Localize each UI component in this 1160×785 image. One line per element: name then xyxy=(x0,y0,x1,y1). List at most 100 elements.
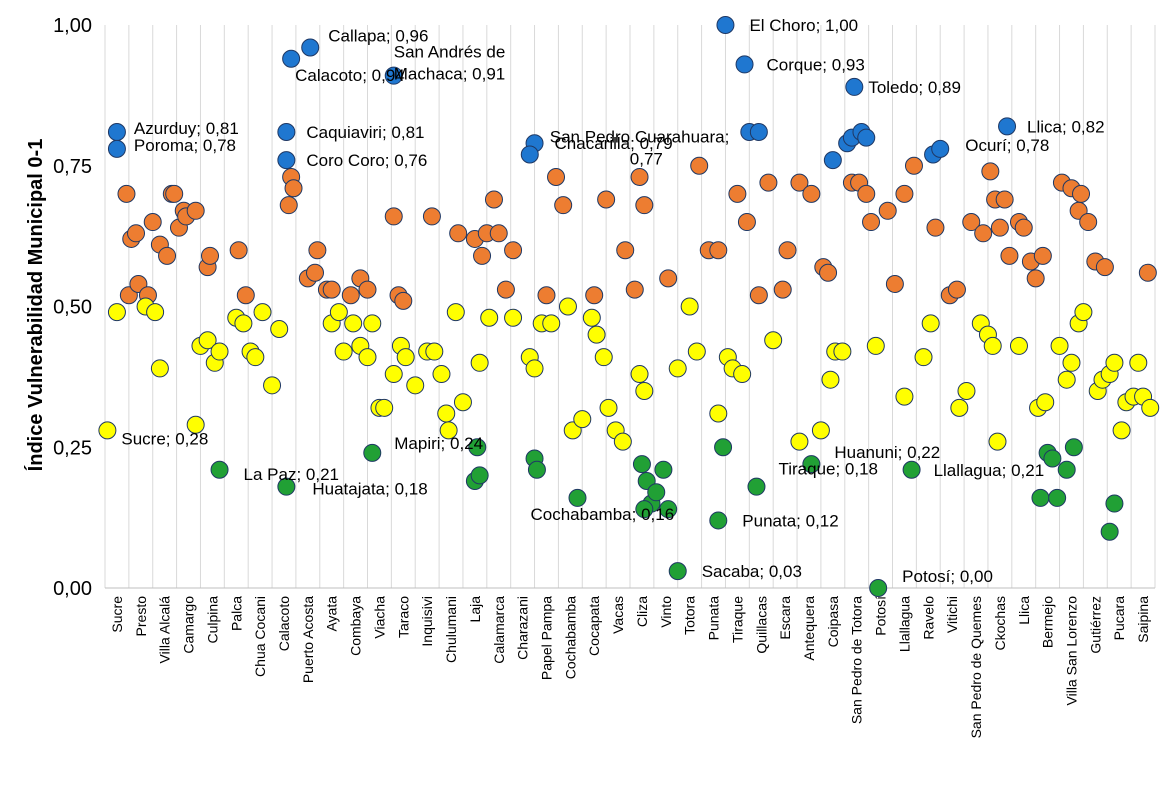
data-point-green xyxy=(527,460,546,479)
data-label: Llallagua; 0,21 xyxy=(934,461,1045,480)
data-point-green xyxy=(363,443,382,462)
data-point-yellow xyxy=(594,348,613,367)
data-point-yellow xyxy=(432,365,451,384)
data-point-orange xyxy=(1138,263,1157,282)
data-label: Chacarilla; 0,79 xyxy=(555,134,673,153)
data-point-orange xyxy=(143,213,162,232)
data-label: Calacoto; 0,94 xyxy=(295,66,405,85)
data-point-orange xyxy=(857,184,876,203)
data-point-orange xyxy=(819,263,838,282)
x-tick-label: Palca xyxy=(228,596,244,631)
data-point-yellow xyxy=(821,370,840,389)
data-label: Callapa; 0,96 xyxy=(328,27,428,46)
data-point-blue xyxy=(301,38,320,57)
x-tick-label: Ayata xyxy=(324,596,340,632)
data-point-yellow xyxy=(895,387,914,406)
x-tick-label: Quillacas xyxy=(753,596,769,654)
data-point-orange xyxy=(778,241,797,260)
data-point-blue xyxy=(282,49,301,68)
data-point-orange xyxy=(1079,213,1098,232)
data-point-green xyxy=(277,477,296,496)
data-point-orange xyxy=(537,286,556,305)
x-tick-label: Chulumani xyxy=(443,596,459,663)
y-axis-title: Índice Vulnerabilidad Municipal 0-1 xyxy=(24,139,47,472)
data-point-orange xyxy=(127,224,146,243)
x-tick-label: Sucre xyxy=(109,596,125,633)
data-point-orange xyxy=(236,286,255,305)
data-point-yellow xyxy=(1105,353,1124,372)
data-point-orange xyxy=(974,224,993,243)
x-tick-label: Cliza xyxy=(634,596,650,627)
data-point-orange xyxy=(496,280,515,299)
data-point-yellow xyxy=(1057,370,1076,389)
x-tick-label: Cocapata xyxy=(586,596,602,656)
data-point-yellow xyxy=(98,421,117,440)
data-point-yellow xyxy=(406,376,425,395)
data-point-yellow xyxy=(1036,393,1055,412)
data-point-blue xyxy=(107,139,126,158)
data-point-yellow xyxy=(198,331,217,350)
data-point-orange xyxy=(737,213,756,232)
data-label: Cochabamba; 0,16 xyxy=(531,505,675,524)
data-point-yellow xyxy=(480,308,499,327)
data-point-orange xyxy=(489,224,508,243)
data-point-blue xyxy=(823,151,842,170)
x-tick-label: Vitichi xyxy=(944,596,960,633)
data-point-yellow xyxy=(334,342,353,361)
data-point-yellow xyxy=(375,398,394,417)
data-label: Potosí; 0,00 xyxy=(902,567,993,586)
data-label: Azurduy; 0,81 xyxy=(134,119,239,138)
data-point-green xyxy=(1057,460,1076,479)
x-tick-label: Pucara xyxy=(1111,596,1127,641)
data-point-orange xyxy=(773,280,792,299)
data-point-yellow xyxy=(811,421,830,440)
data-point-yellow xyxy=(150,359,169,378)
data-point-orange xyxy=(659,269,678,288)
data-point-yellow xyxy=(344,314,363,333)
data-point-yellow xyxy=(396,348,415,367)
data-point-orange xyxy=(630,168,649,187)
data-point-yellow xyxy=(582,308,601,327)
data-point-orange xyxy=(728,184,747,203)
x-tick-label: Potosí xyxy=(873,596,889,636)
data-point-yellow xyxy=(790,432,809,451)
data-point-green xyxy=(747,477,766,496)
data-point-green xyxy=(654,460,673,479)
data-point-yellow xyxy=(573,410,592,429)
data-point-yellow xyxy=(210,342,229,361)
data-point-yellow xyxy=(358,348,377,367)
data-point-yellow xyxy=(425,342,444,361)
data-point-orange xyxy=(1095,258,1114,277)
data-point-green xyxy=(1100,522,1119,541)
y-tick-label: 0,25 xyxy=(53,437,92,459)
data-point-orange xyxy=(306,263,324,282)
data-point-green xyxy=(470,466,489,485)
data-point-orange xyxy=(1072,184,1091,203)
data-point-green xyxy=(1064,438,1083,457)
data-point-yellow xyxy=(446,303,465,322)
x-tick-label: Totora xyxy=(682,596,698,635)
data-point-yellow xyxy=(246,348,265,367)
data-point-yellow xyxy=(709,404,728,423)
data-point-orange xyxy=(878,201,897,220)
data-label: Mapiri; 0,24 xyxy=(394,434,483,453)
data-point-orange xyxy=(322,280,341,299)
data-point-yellow xyxy=(988,432,1007,451)
data-point-orange xyxy=(449,224,468,243)
data-label: 0,77 xyxy=(630,149,663,168)
data-point-orange xyxy=(422,207,441,226)
data-point-orange xyxy=(117,184,136,203)
data-point-green xyxy=(1031,488,1050,507)
data-point-orange xyxy=(504,241,523,260)
data-point-yellow xyxy=(542,314,561,333)
data-point-orange xyxy=(341,286,360,305)
data-label: San Pedro Cuarahuara; xyxy=(550,127,730,146)
data-point-yellow xyxy=(983,336,1002,355)
x-tick-label: Vinto xyxy=(658,596,674,628)
data-point-green xyxy=(632,455,651,474)
data-point-orange xyxy=(1014,218,1033,237)
data-point-blue xyxy=(749,122,768,141)
data-point-yellow xyxy=(1062,353,1081,372)
data-point-orange xyxy=(1026,269,1045,288)
